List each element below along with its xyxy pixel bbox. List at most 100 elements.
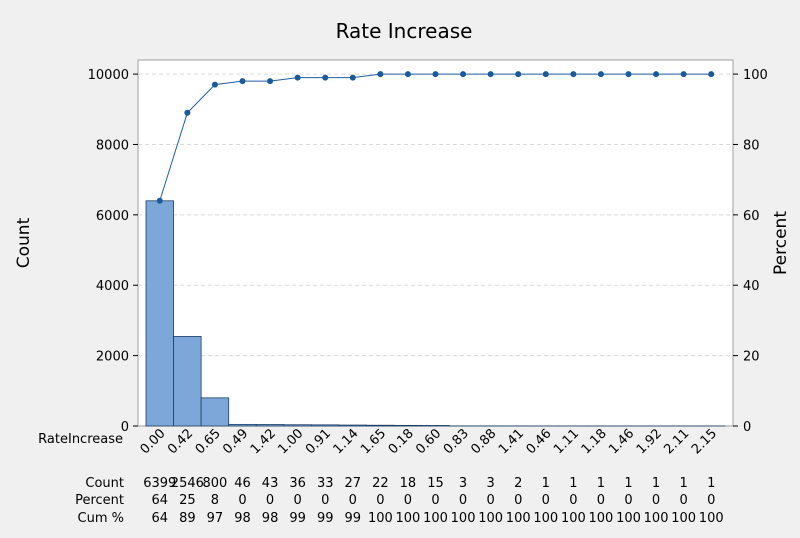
table-cell-percent: 0	[487, 493, 495, 508]
y-tick-label: 4000	[96, 279, 129, 294]
table-cell-count: 46	[234, 476, 251, 491]
table-cell-percent: 0	[624, 493, 632, 508]
cum-point-20	[708, 71, 715, 78]
table-cell-count: 1	[597, 476, 605, 491]
cum-point-6	[322, 74, 329, 81]
y2-axis-title: Percent	[771, 211, 791, 275]
table-cell-percent: 0	[349, 493, 357, 508]
bar-0.65	[200, 397, 230, 427]
table-cell-cum: 100	[616, 511, 641, 526]
cum-point-0	[156, 197, 163, 204]
cum-point-13	[515, 71, 522, 78]
y2-tick-label: 0	[743, 420, 751, 435]
table-cell-percent: 0	[542, 493, 550, 508]
table-cell-percent: 0	[707, 493, 715, 508]
category-label: 0.60	[413, 426, 444, 457]
table-cell-count: 2546	[171, 476, 204, 491]
table-cell-percent: 0	[404, 493, 412, 508]
category-label: 1.65	[358, 426, 389, 457]
category-label: 1.41	[496, 426, 527, 457]
cum-point-16	[597, 71, 604, 78]
category-label: 1.92	[634, 426, 665, 457]
table-cell-cum: 100	[533, 511, 558, 526]
cum-point-15	[570, 71, 577, 78]
category-label: 0.42	[165, 426, 196, 457]
table-cell-percent: 0	[514, 493, 522, 508]
bar-0.49	[228, 423, 257, 427]
y2-tick-label: 80	[743, 138, 760, 153]
table-label-cum: Cum %	[78, 511, 124, 526]
table-cell-cum: 89	[179, 511, 196, 526]
table-cell-count: 6399	[143, 476, 176, 491]
cum-point-9	[404, 71, 411, 78]
y-axis-title: Count	[14, 217, 34, 268]
table-cell-cum: 100	[671, 511, 696, 526]
category-label: 2.11	[661, 426, 692, 457]
table-cell-percent: 0	[459, 493, 467, 508]
table-cell-percent: 0	[652, 493, 660, 508]
y-tick-label: 2000	[96, 350, 129, 365]
table-cell-count: 1	[542, 476, 550, 491]
chart-title: Rate Increase	[336, 19, 473, 43]
bar-1.65	[366, 424, 395, 427]
category-label: 0.88	[468, 426, 499, 457]
category-label: 1.11	[551, 426, 582, 457]
table-cell-cum: 100	[368, 511, 393, 526]
table-cell-count: 2	[514, 476, 522, 491]
y2-tick-label: 100	[743, 68, 768, 83]
table-cell-count: 1	[707, 476, 715, 491]
table-cell-percent: 8	[211, 493, 219, 508]
bar-0.42	[173, 336, 202, 427]
table-cell-count: 800	[203, 476, 228, 491]
table-cell-percent: 0	[321, 493, 329, 508]
cum-point-19	[680, 71, 687, 78]
cum-point-12	[487, 71, 494, 78]
cum-point-1	[184, 109, 191, 116]
table-cell-count: 1	[652, 476, 660, 491]
table-cell-cum: 99	[345, 511, 362, 526]
table-cell-percent: 64	[152, 493, 169, 508]
table-cell-cum: 100	[423, 511, 448, 526]
table-cell-cum: 97	[207, 511, 224, 526]
table-cell-count: 33	[317, 476, 334, 491]
table-cell-count: 3	[459, 476, 467, 491]
table-cell-count: 1	[569, 476, 577, 491]
category-label: 0.83	[441, 426, 472, 457]
table-cell-cum: 99	[317, 511, 334, 526]
cum-point-2	[211, 81, 218, 88]
table-cell-count: 43	[262, 476, 279, 491]
category-label: 0.46	[524, 426, 555, 457]
plot-area	[137, 59, 734, 427]
table-label-percent: Percent	[75, 493, 124, 508]
category-label: 0.49	[220, 426, 251, 457]
table-cell-cum: 100	[561, 511, 586, 526]
table-cell-percent: 25	[179, 493, 196, 508]
bar-1.14	[338, 424, 367, 427]
cum-point-14	[542, 71, 549, 78]
y-axis-right: 0 20 40 60 80 100	[733, 68, 768, 435]
table-cell-percent: 0	[680, 493, 688, 508]
table-cell-cum: 100	[644, 511, 669, 526]
table-cell-cum: 100	[506, 511, 531, 526]
cumulative-line	[156, 71, 715, 204]
table-cell-cum: 98	[234, 511, 251, 526]
category-label: 0.91	[303, 426, 334, 457]
category-label: 1.18	[579, 426, 610, 457]
bar-0.18	[393, 424, 423, 427]
table-cell-cum: 64	[152, 511, 169, 526]
table-cell-count: 15	[427, 476, 444, 491]
category-label: 0.18	[386, 426, 417, 457]
category-label: 1.42	[248, 426, 279, 457]
cum-point-5	[294, 74, 301, 81]
table-cell-count: 3	[487, 476, 495, 491]
cum-point-3	[239, 78, 246, 85]
table-cell-percent: 0	[294, 493, 302, 508]
table-cell-count: 36	[289, 476, 306, 491]
table-cell-cum: 100	[451, 511, 476, 526]
table-cell-cum: 100	[699, 511, 724, 526]
table-cell-percent: 0	[569, 493, 577, 508]
y2-tick-label: 40	[743, 279, 760, 294]
table-cell-percent: 0	[238, 493, 246, 508]
category-label: 1.14	[331, 426, 362, 457]
bar-0.60	[421, 425, 450, 427]
